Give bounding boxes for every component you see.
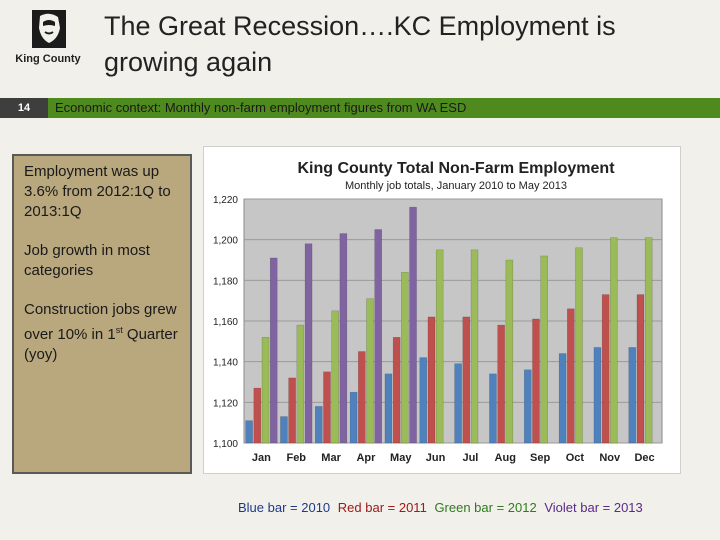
logo-label: King County (15, 53, 81, 65)
bar-2010-apr (349, 391, 358, 444)
x-tick-label: Aug (495, 452, 516, 464)
bar-2010-jan (245, 420, 253, 444)
bar-2013-jan (269, 257, 278, 444)
bar-2012-sep (540, 255, 548, 444)
bullet-job-growth: Job growth in most categories (24, 242, 150, 279)
y-tick-label: 1,200 (213, 236, 238, 247)
mlk-portrait-icon (32, 10, 66, 48)
bullet-construction-end: Quarter (yoy) (24, 326, 178, 363)
y-tick-label: 1,140 (213, 358, 238, 369)
y-tick-label: 1,160 (213, 317, 238, 328)
legend-red: Red bar = 2011 (337, 500, 427, 515)
y-tick-label: 1,120 (213, 398, 238, 409)
bar-2012-aug (505, 259, 514, 444)
bar-2012-jun (435, 249, 444, 444)
bullet-construction: Construction jobs grew over 10% in 1st Q… (24, 300, 180, 365)
bar-2013-feb (304, 243, 313, 444)
bar-2010-nov (593, 347, 602, 444)
bar-2013-mar (339, 233, 348, 444)
bar-2011-sep (532, 318, 540, 444)
header-bar (48, 98, 720, 118)
x-tick-label: Jun (426, 452, 446, 464)
bullet-employment: Employment was up 3.6% from 2012:1Q to 2… (24, 163, 171, 220)
bar-2011-apr (358, 351, 366, 444)
subtitle: Economic context: Monthly non-farm emplo… (55, 100, 467, 115)
legend-green: Green bar = 2012 (434, 500, 537, 515)
legend-violet: Violet bar = 2013 (544, 500, 643, 515)
bar-2010-feb (280, 416, 288, 444)
king-county-logo: King County (8, 8, 88, 68)
legend-blue: Blue bar = 2010 (238, 500, 331, 515)
bar-2011-jan (253, 387, 262, 444)
bar-2011-aug (497, 324, 505, 444)
bar-2011-feb (288, 377, 296, 444)
y-tick-label: 1,180 (213, 276, 238, 287)
chart-subtitle: Monthly job totals, January 2010 to May … (345, 180, 567, 192)
x-tick-label: Feb (286, 452, 306, 464)
bar-2013-apr (374, 229, 382, 444)
bar-2010-jul (454, 363, 462, 444)
bar-2010-dec (628, 347, 637, 444)
x-tick-label: Jan (252, 452, 271, 464)
bar-2012-jul (470, 249, 479, 444)
x-tick-label: Apr (356, 452, 376, 464)
employment-chart: King County Total Non-Farm Employment Mo… (213, 160, 663, 464)
x-tick-label: Sep (530, 452, 550, 464)
plot-area: 1,100 1,120 1,140 1,160 1,180 1,200 1,220 Jan Fe… (213, 195, 663, 464)
bar-2012-oct (575, 247, 583, 444)
bar-2010-may (384, 373, 393, 444)
bar-2012-mar (331, 310, 339, 444)
bar-2011-dec (636, 294, 645, 444)
chart-title: King County Total Non-Farm Employment (297, 160, 615, 177)
bullet-construction-sup: st (115, 325, 123, 335)
bar-2011-jun (427, 316, 436, 444)
bar-2010-mar (315, 406, 323, 444)
bar-2012-may (401, 271, 409, 444)
x-tick-label: Oct (566, 452, 585, 464)
bar-2011-jul (462, 316, 471, 444)
x-tick-label: May (390, 452, 412, 464)
x-tick-label: Nov (599, 452, 621, 464)
bar-2011-may (392, 337, 401, 444)
summary-box: Employment was up 3.6% from 2012:1Q to 2… (12, 154, 192, 474)
bar-2012-jan (261, 337, 270, 444)
bar-2010-jun (419, 357, 428, 444)
legend-caption: Blue bar = 2010 Red bar = 2011 Green bar… (238, 500, 647, 516)
bar-2011-mar (323, 371, 331, 444)
bar-2012-dec (644, 237, 653, 444)
bar-2012-nov (610, 237, 618, 444)
page-title: The Great Recession….KC Employment is gr… (104, 11, 616, 77)
bar-2010-oct (558, 353, 567, 444)
x-tick-label: Jul (462, 452, 478, 464)
bar-2011-nov (601, 294, 610, 444)
bar-2012-apr (366, 298, 374, 444)
y-tick-label: 1,100 (213, 439, 238, 450)
bar-2011-oct (567, 308, 575, 444)
y-tick-label: 1,220 (213, 195, 238, 206)
bar-2010-sep (524, 369, 532, 444)
chart-container: King County Total Non-Farm Employment Mo… (203, 146, 681, 474)
bar-2012-feb (296, 324, 305, 444)
bullet-construction-main: Construction jobs grew over 10% in 1 (24, 301, 177, 343)
x-tick-label: Mar (321, 452, 341, 464)
x-tick-label: Dec (634, 452, 654, 464)
bar-2010-aug (489, 373, 497, 444)
slide-number: 14 (0, 98, 48, 118)
bar-2013-may (409, 206, 417, 444)
